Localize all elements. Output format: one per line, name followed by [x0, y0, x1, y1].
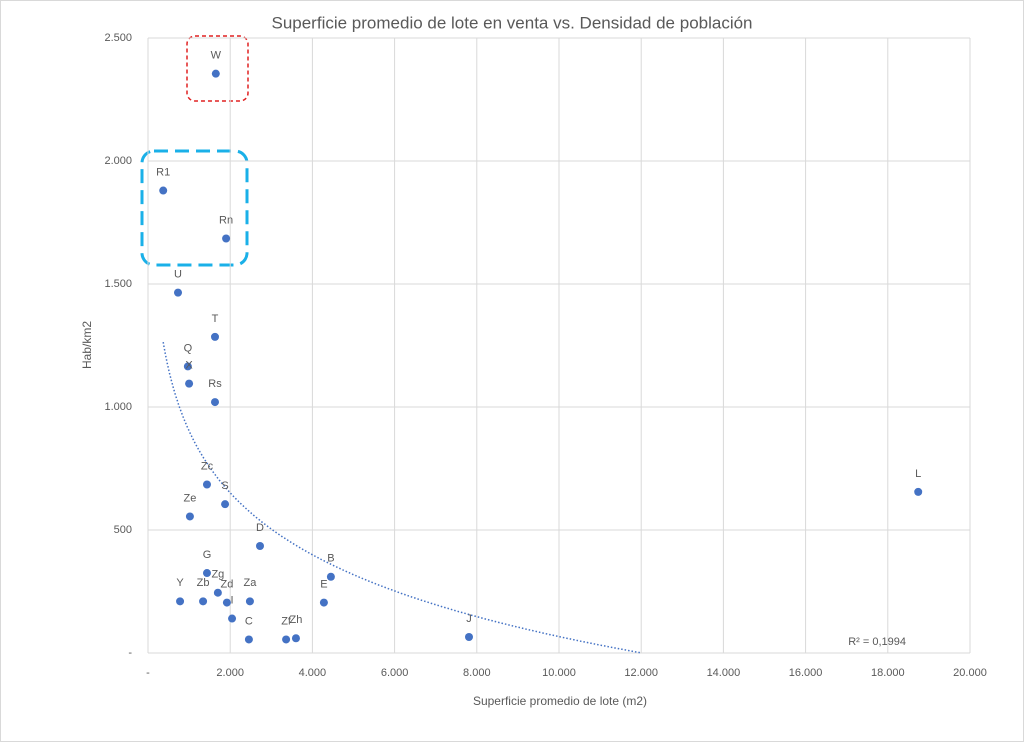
point-label: Rs	[208, 378, 222, 390]
y-tick-label: -	[128, 647, 132, 659]
x-tick-label: 16.000	[789, 667, 823, 679]
x-tick-label: 10.000	[542, 667, 576, 679]
data-point	[185, 512, 194, 521]
data-point	[185, 379, 194, 388]
point-label: G	[203, 549, 212, 561]
y-tick-label: 1.500	[104, 278, 132, 290]
y-tick-label: 2.000	[104, 155, 132, 167]
data-point	[210, 332, 219, 341]
data-point	[244, 635, 253, 644]
data-point	[245, 597, 254, 606]
data-point	[914, 487, 923, 496]
y-tick-label: 2.500	[104, 32, 132, 44]
data-point	[213, 588, 222, 597]
x-tick-label: 20.000	[953, 667, 987, 679]
point-label: E	[320, 578, 327, 590]
data-point	[176, 597, 185, 606]
x-tick-label: 14.000	[707, 667, 741, 679]
data-point	[326, 572, 335, 581]
data-point	[202, 569, 211, 578]
point-label: Zf	[281, 615, 292, 627]
chart-title: Superficie promedio de lote en venta vs.…	[271, 13, 752, 32]
highlight-box	[186, 35, 249, 102]
point-label: S	[221, 480, 228, 492]
point-label: Y	[176, 577, 184, 589]
x-tick-label: 12.000	[624, 667, 658, 679]
data-point	[174, 288, 183, 297]
data-point	[282, 635, 291, 644]
point-label: I	[231, 594, 234, 606]
data-point	[222, 234, 231, 243]
data-point	[202, 480, 211, 489]
point-label: Za	[244, 577, 258, 589]
y-tick-label: 1.000	[104, 401, 132, 413]
x-tick-label: 18.000	[871, 667, 905, 679]
point-label: Ze	[184, 492, 197, 504]
x-tick-label: 6.000	[381, 667, 409, 679]
point-label: B	[327, 553, 334, 565]
point-label: D	[256, 522, 264, 534]
x-tick-label: 2.000	[216, 667, 244, 679]
y-axis-label: Hab/km2	[80, 321, 94, 369]
data-point	[222, 598, 231, 607]
point-label: R1	[156, 166, 170, 178]
data-point	[319, 598, 328, 607]
x-tick-label: 4.000	[299, 667, 327, 679]
point-label: Zb	[197, 577, 210, 589]
point-label: Q	[184, 342, 193, 354]
point-label: Zc	[201, 460, 214, 472]
x-tick-label: -	[146, 667, 150, 679]
point-label: C	[245, 615, 253, 627]
point-label: Zh	[290, 614, 303, 626]
point-label: Zd	[220, 578, 233, 590]
data-point	[255, 541, 264, 550]
point-label: X	[185, 360, 193, 372]
point-label: L	[915, 468, 921, 480]
data-point	[210, 398, 219, 407]
point-label: W	[211, 50, 222, 62]
x-axis-label: Superficie promedio de lote (m2)	[473, 694, 647, 708]
data-point	[211, 69, 220, 78]
data-point	[291, 634, 300, 643]
trendline	[162, 341, 642, 654]
r2-annotation: R² = 0,1994	[848, 636, 906, 648]
point-label: Zg	[211, 569, 224, 581]
data-point	[159, 186, 168, 195]
point-label: T	[212, 313, 219, 325]
data-point	[183, 362, 192, 371]
y-tick-label: 500	[114, 524, 132, 536]
point-label: U	[174, 269, 182, 281]
data-point	[221, 500, 230, 509]
point-label: J	[466, 613, 472, 625]
data-point	[199, 597, 208, 606]
x-tick-label: 8.000	[463, 667, 491, 679]
data-point	[464, 633, 473, 642]
data-point	[228, 614, 237, 623]
point-label: Rn	[219, 214, 233, 226]
